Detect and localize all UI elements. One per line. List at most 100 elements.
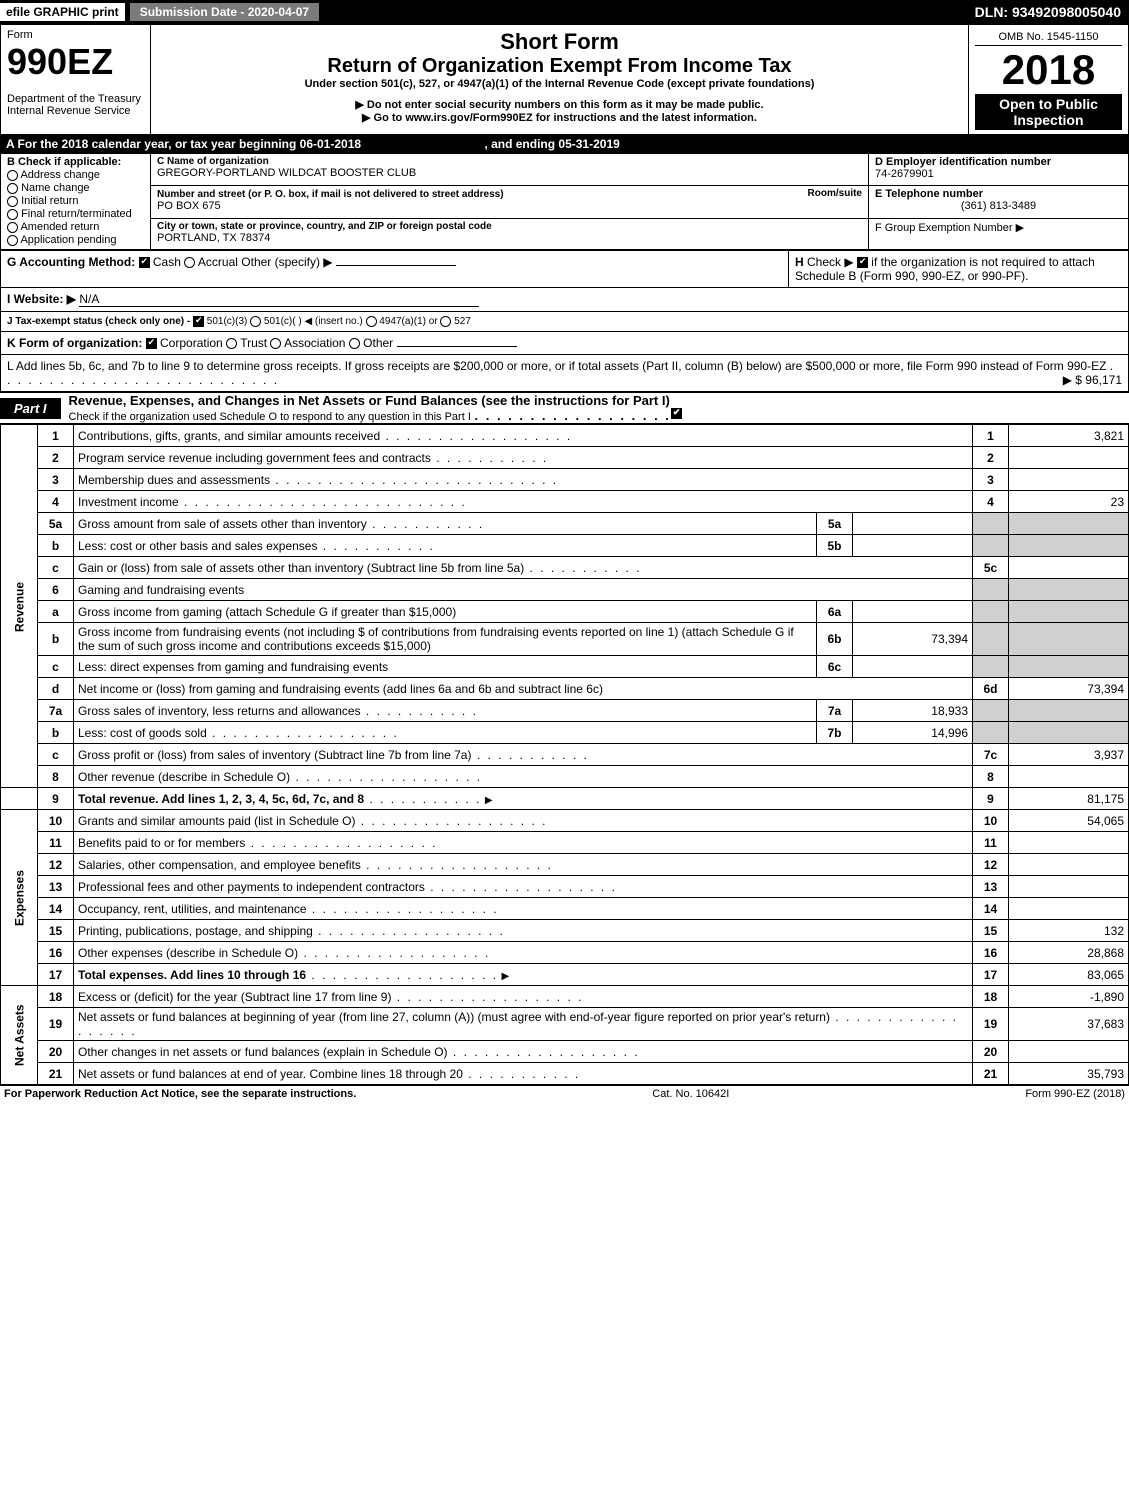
- line-4-rval: 23: [1009, 491, 1129, 513]
- org-city: PORTLAND, TX 78374: [157, 232, 862, 244]
- line-13-rval: [1009, 876, 1129, 898]
- line-14-rnum: 14: [973, 898, 1009, 920]
- cb-501c[interactable]: [250, 316, 261, 327]
- line-12-num: 12: [38, 854, 74, 876]
- footer-right: Form 990-EZ (2018): [1025, 1088, 1125, 1100]
- line-15-rval: 132: [1009, 920, 1129, 942]
- return-title: Return of Organization Exempt From Incom…: [157, 55, 962, 78]
- line-7c-num: c: [38, 744, 74, 766]
- line-9-rval: 81,175: [1009, 788, 1129, 810]
- cb-trust[interactable]: [226, 338, 237, 349]
- line-6a-subnum: 6a: [817, 601, 853, 623]
- line-3-rnum: 3: [973, 469, 1009, 491]
- shade-cell: [1009, 656, 1129, 678]
- page-footer: For Paperwork Reduction Act Notice, see …: [0, 1085, 1129, 1102]
- line-11-rnum: 11: [973, 832, 1009, 854]
- form-word: Form: [7, 29, 144, 41]
- other-org-input[interactable]: [397, 346, 517, 347]
- line-17-desc: Total expenses. Add lines 10 through 16: [78, 968, 306, 982]
- label-j: J Tax-exempt status (check only one) -: [7, 316, 190, 327]
- shade-cell: [1009, 513, 1129, 535]
- cb-corporation[interactable]: [146, 338, 157, 349]
- line-17-rval: 83,065: [1009, 964, 1129, 986]
- line-l-text: L Add lines 5b, 6c, and 7b to line 9 to …: [7, 359, 1106, 373]
- line-2-num: 2: [38, 447, 74, 469]
- cb-initial-return[interactable]: Initial return: [7, 195, 144, 207]
- line-5c-rval: [1009, 557, 1129, 579]
- line-6c-subnum: 6c: [817, 656, 853, 678]
- shade-cell: [973, 722, 1009, 744]
- label-street: Number and street (or P. O. box, if mail…: [157, 189, 504, 200]
- efile-label: efile GRAPHIC print: [0, 3, 125, 21]
- line-5b-subnum: 5b: [817, 535, 853, 557]
- line-11-desc: Benefits paid to or for members: [78, 836, 245, 850]
- line-10-rnum: 10: [973, 810, 1009, 832]
- line-20-rval: [1009, 1041, 1129, 1063]
- line-13-num: 13: [38, 876, 74, 898]
- label-k: K Form of organization:: [7, 336, 142, 350]
- cb-cash[interactable]: [139, 257, 150, 268]
- cb-501c3[interactable]: [193, 316, 204, 327]
- omb-number: OMB No. 1545-1150: [975, 29, 1122, 46]
- submission-date: Submission Date - 2020-04-07: [129, 2, 320, 22]
- cb-final-return[interactable]: Final return/terminated: [7, 208, 144, 220]
- arrow-icon: [501, 968, 511, 982]
- line-19-rnum: 19: [973, 1008, 1009, 1041]
- part1-subtitle: Check if the organization used Schedule …: [69, 411, 471, 423]
- dots-icon: [475, 408, 671, 423]
- cb-4947[interactable]: [366, 316, 377, 327]
- cb-accrual[interactable]: [184, 257, 195, 268]
- line-5b-num: b: [38, 535, 74, 557]
- shade-cell: [1009, 700, 1129, 722]
- line-6a-desc: Gross income from gaming (attach Schedul…: [78, 605, 456, 619]
- shade-cell: [1009, 623, 1129, 656]
- line-1-num: 1: [38, 425, 74, 447]
- line-10-rval: 54,065: [1009, 810, 1129, 832]
- cb-h-not-required[interactable]: [857, 257, 868, 268]
- org-name: GREGORY-PORTLAND WILDCAT BOOSTER CLUB: [157, 167, 862, 179]
- line-21-rval: 35,793: [1009, 1063, 1129, 1085]
- label-d-ein: D Employer identification number: [875, 156, 1122, 168]
- line-5a-subnum: 5a: [817, 513, 853, 535]
- cb-name-change[interactable]: Name change: [7, 182, 144, 194]
- cb-application-pending[interactable]: Application pending: [7, 234, 144, 246]
- label-room: Room/suite: [808, 188, 862, 199]
- part1-label: Part I: [0, 398, 61, 419]
- line-17-rnum: 17: [973, 964, 1009, 986]
- check-b-title: B Check if applicable:: [7, 156, 144, 168]
- part1-title: Revenue, Expenses, and Changes in Net As…: [69, 393, 670, 408]
- line-6-num: 6: [38, 579, 74, 601]
- line-7a-subnum: 7a: [817, 700, 853, 722]
- line-14-num: 14: [38, 898, 74, 920]
- line-8-desc: Other revenue (describe in Schedule O): [78, 770, 290, 784]
- shade-cell: [1009, 722, 1129, 744]
- line-15-desc: Printing, publications, postage, and shi…: [78, 924, 313, 938]
- line-7b-num: b: [38, 722, 74, 744]
- line-5a-num: 5a: [38, 513, 74, 535]
- line-1-rval: 3,821: [1009, 425, 1129, 447]
- short-form-title: Short Form: [157, 29, 962, 55]
- line-18-rnum: 18: [973, 986, 1009, 1008]
- line-14-rval: [1009, 898, 1129, 920]
- section-revenue-label: Revenue: [1, 425, 38, 788]
- note-link: ▶ Go to www.irs.gov/Form990EZ for instru…: [157, 111, 962, 124]
- part1-lines: Revenue 1 Contributions, gifts, grants, …: [0, 424, 1129, 1085]
- cb-address-change[interactable]: Address change: [7, 169, 144, 181]
- line-7b-subnum: 7b: [817, 722, 853, 744]
- line-19-num: 19: [38, 1008, 74, 1041]
- cb-amended-return[interactable]: Amended return: [7, 221, 144, 233]
- cb-527[interactable]: [440, 316, 451, 327]
- cb-schedule-o[interactable]: [671, 408, 682, 419]
- cb-association[interactable]: [270, 338, 281, 349]
- shade-cell: [1009, 535, 1129, 557]
- line-21-desc: Net assets or fund balances at end of ye…: [78, 1067, 463, 1081]
- line-6d-rval: 73,394: [1009, 678, 1129, 700]
- line-6d-desc: Net income or (loss) from gaming and fun…: [78, 682, 603, 696]
- cb-other-org[interactable]: [349, 338, 360, 349]
- dept-treasury: Department of the Treasury: [7, 93, 144, 105]
- line-2-rnum: 2: [973, 447, 1009, 469]
- website-value[interactable]: N/A: [79, 292, 479, 307]
- line-3-desc: Membership dues and assessments: [78, 473, 270, 487]
- line-5b-subval: [853, 535, 973, 557]
- other-specify-input[interactable]: [336, 265, 456, 266]
